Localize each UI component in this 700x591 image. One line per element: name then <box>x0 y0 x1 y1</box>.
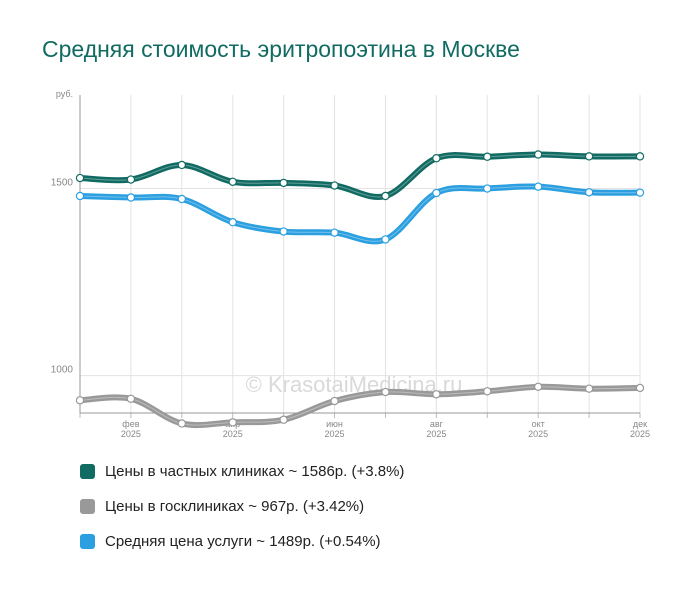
legend-swatch-average <box>80 533 95 549</box>
data-point-private <box>635 152 645 161</box>
data-point-private <box>584 152 594 161</box>
x-tick-label-month: июн <box>326 419 343 429</box>
legend-label-public: Цены в госклиниках ~ 967р. (+3.42%) <box>105 497 365 515</box>
data-point-public <box>126 394 136 403</box>
data-point-average <box>483 184 492 193</box>
data-point-public <box>75 396 85 405</box>
data-point-private <box>177 160 187 170</box>
data-point-private <box>533 150 543 159</box>
data-point-average <box>177 194 187 204</box>
data-point-public <box>584 384 594 393</box>
x-tick-label-year: 2025 <box>325 429 345 439</box>
y-tick-label: 1000 <box>51 365 74 376</box>
chart-title: Средняя стоимость эритропоэтина в Москве <box>42 36 520 62</box>
data-point-average <box>126 193 136 202</box>
data-point-public <box>330 396 339 406</box>
data-point-average <box>330 228 339 237</box>
data-point-average <box>381 235 390 244</box>
data-point-public <box>432 390 441 399</box>
data-point-private <box>228 177 237 186</box>
y-tick-label: 1500 <box>51 178 74 189</box>
y-axis-unit-label: руб. <box>56 89 73 99</box>
legend: Цены в частных клиниках ~ 1586р. (+3.8%)… <box>80 462 404 567</box>
legend-swatch-public <box>80 498 95 514</box>
x-tick-label-year: 2025 <box>223 429 243 439</box>
data-point-average <box>279 227 288 236</box>
data-point-public <box>177 419 187 428</box>
data-point-public <box>228 418 237 427</box>
data-point-private <box>75 173 85 183</box>
data-point-private <box>483 152 492 161</box>
x-tick-label-month: дек <box>633 419 647 429</box>
x-tick-label-year: 2025 <box>630 429 650 439</box>
data-point-average <box>228 217 237 227</box>
x-tick-label-year: 2025 <box>426 429 446 439</box>
x-tick-label-year: 2025 <box>528 429 548 439</box>
series-line-public <box>77 383 643 429</box>
legend-label-average: Средняя цена услуги ~ 1489р. (+0.54%) <box>105 532 381 550</box>
data-point-private <box>330 181 339 190</box>
data-point-private <box>381 191 390 201</box>
x-tick-label-month: фев <box>122 419 139 429</box>
data-point-average <box>584 188 594 197</box>
data-point-public <box>381 387 390 397</box>
x-tick-label-year: 2025 <box>121 429 141 439</box>
legend-label-private: Цены в частных клиниках ~ 1586р. (+3.8%) <box>105 462 405 480</box>
data-point-public <box>279 415 288 424</box>
data-point-average <box>533 182 543 191</box>
data-point-private <box>432 154 441 163</box>
series-line-highlight-public <box>79 386 641 426</box>
legend-item-public: Цены в госклиниках ~ 967р. (+3.42%) <box>80 497 404 515</box>
data-point-private <box>279 178 288 188</box>
legend-item-average: Средняя цена услуги ~ 1489р. (+0.54%) <box>80 532 404 550</box>
legend-item-private: Цены в частных клиниках ~ 1586р. (+3.8%) <box>80 462 404 480</box>
x-tick-label-month: окт <box>532 419 545 429</box>
data-point-average <box>432 188 441 198</box>
data-point-public <box>533 382 543 392</box>
data-point-average <box>75 191 85 201</box>
data-point-public <box>483 387 492 396</box>
data-point-private <box>126 175 136 184</box>
x-tick-label-month: авг <box>430 419 444 429</box>
data-point-public <box>635 383 645 393</box>
legend-swatch-private <box>80 463 95 479</box>
data-point-average <box>635 188 645 197</box>
